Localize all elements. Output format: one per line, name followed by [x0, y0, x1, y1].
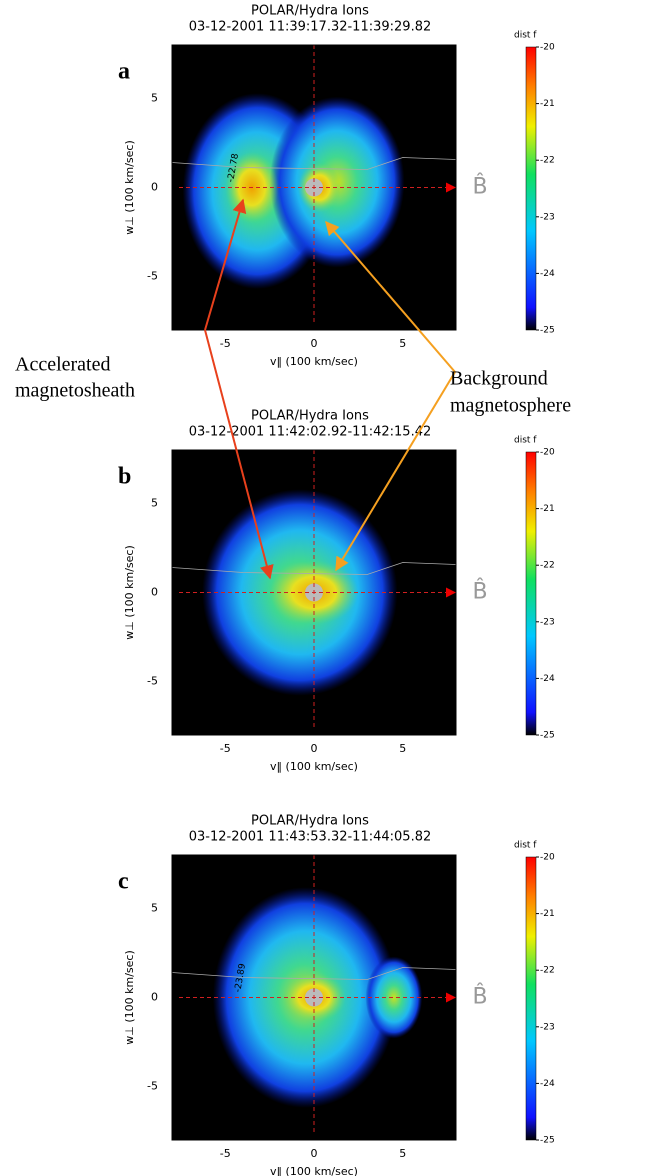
chart-subtitle: 03-12-2001 11:43:53.32-11:44:05.82: [189, 830, 432, 845]
arrow: [335, 371, 456, 572]
colorbar-label: dist f: [514, 31, 537, 41]
colorbar-label: dist f: [514, 436, 537, 446]
colorbar-tick-label: -20: [540, 43, 555, 53]
x-tick-label: 0: [311, 337, 318, 350]
field-label: B̂: [472, 578, 487, 604]
distribution: [365, 956, 423, 1039]
y-tick-label: -5: [147, 270, 158, 283]
colorbar-tick-label: -22: [540, 966, 555, 976]
arrow: [204, 198, 247, 331]
x-tick-label: 0: [311, 742, 318, 755]
colorbar-tick-label: -20: [540, 448, 555, 458]
annotation: magnetosphere: [450, 395, 571, 417]
panel-label: b: [118, 464, 131, 490]
colorbar-tick-label: -25: [540, 326, 555, 336]
field-arrow: [446, 587, 456, 598]
colorbar-label: dist f: [514, 841, 537, 851]
arrow: [325, 220, 456, 373]
annotation: Accelerated: [15, 354, 110, 376]
trace: [171, 157, 457, 170]
x-axis-label: v‖ (100 km/sec): [270, 1165, 358, 1176]
x-tick-label: 5: [399, 742, 406, 755]
arrow: [204, 329, 274, 580]
trace: [171, 562, 457, 575]
colorbar-tick-label: -25: [540, 1136, 555, 1146]
colorbar: [525, 451, 537, 736]
annotation: magnetosheath: [15, 380, 135, 402]
y-tick-label: -5: [147, 675, 158, 688]
y-tick-label: 5: [151, 901, 158, 914]
x-tick-label: -5: [220, 1147, 231, 1160]
trace: [171, 967, 457, 980]
panel-label: a: [118, 59, 130, 85]
y-tick-label: 0: [151, 586, 158, 599]
colorbar-tick-label: -23: [540, 212, 555, 222]
field-label: B̂: [472, 983, 487, 1009]
annotation: Background: [450, 368, 548, 390]
y-tick-label: 0: [151, 181, 158, 194]
arrows: [204, 198, 456, 580]
y-tick-label: 5: [151, 496, 158, 509]
colorbar: [525, 46, 537, 331]
chart-subtitle: 03-12-2001 11:39:17.32-11:39:29.82: [189, 20, 432, 35]
colorbar-tick-label: -24: [540, 269, 555, 279]
colorbar-tick-label: -22: [540, 561, 555, 571]
x-axis-label: v‖ (100 km/sec): [270, 760, 358, 773]
panel-label: c: [118, 869, 129, 895]
x-tick-label: 5: [399, 337, 406, 350]
colorbar-tick-label: -24: [540, 1079, 555, 1089]
x-tick-label: -5: [220, 337, 231, 350]
colorbar-tick-label: -24: [540, 674, 555, 684]
chart-title: POLAR/Hydra Ions: [251, 814, 369, 829]
y-tick-label: 5: [151, 91, 158, 104]
colorbar-tick-label: -23: [540, 1022, 555, 1032]
x-axis-label: v‖ (100 km/sec): [270, 355, 358, 368]
field-arrow: [446, 182, 456, 193]
colorbar-tick-label: -22: [540, 156, 555, 166]
x-tick-label: 0: [311, 1147, 318, 1160]
y-axis-label: w⊥ (100 km/sec): [123, 545, 136, 640]
colorbar-tick-label: -23: [540, 617, 555, 627]
field-label: B̂: [472, 173, 487, 199]
colorbar-tick-label: -21: [540, 99, 555, 109]
field-arrow: [446, 992, 456, 1003]
colorbar-tick-label: -21: [540, 504, 555, 514]
x-tick-label: 5: [399, 1147, 406, 1160]
x-tick-label: -5: [220, 742, 231, 755]
colorbar-tick-label: -20: [540, 853, 555, 863]
colorbar-tick-label: -21: [540, 909, 555, 919]
chart-subtitle: 03-12-2001 11:42:02.92-11:42:15.42: [189, 425, 432, 440]
chart-title: POLAR/Hydra Ions: [251, 4, 369, 19]
colorbar: [525, 856, 537, 1141]
y-axis-label: w⊥ (100 km/sec): [123, 950, 136, 1045]
chart-title: POLAR/Hydra Ions: [251, 409, 369, 424]
colorbar-tick-label: -25: [540, 731, 555, 741]
y-axis-label: w⊥ (100 km/sec): [123, 140, 136, 235]
y-tick-label: 0: [151, 991, 158, 1004]
y-tick-label: -5: [147, 1080, 158, 1093]
